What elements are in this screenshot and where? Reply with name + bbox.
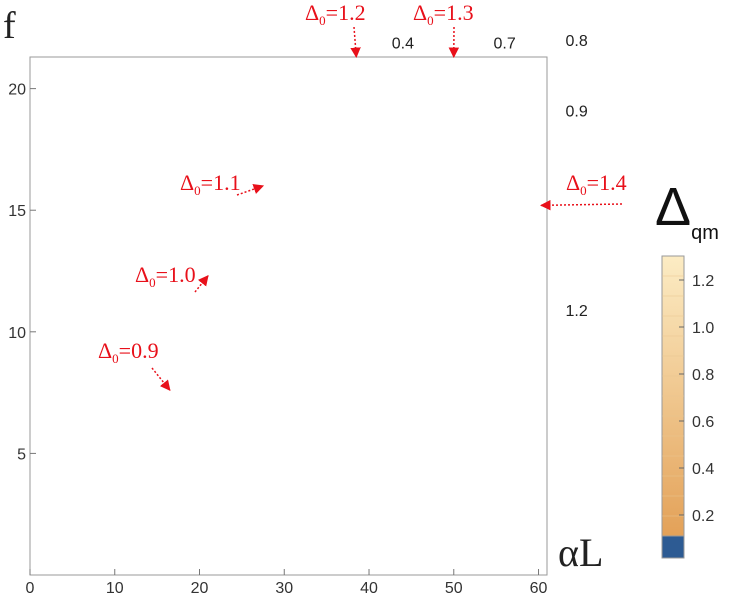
- contour-level-label: 0.7: [493, 35, 515, 52]
- delta0-label: Δ0=1.3: [413, 0, 474, 28]
- y-axis-label: f: [3, 5, 16, 47]
- colorbar-tick-label: 1.2: [692, 273, 714, 290]
- x-tick-label: 30: [275, 580, 293, 597]
- annotations: 0.4 0.7 0.8 0.9 1.2 Δ0=1.2 Δ0=1.3 Δ0=1.1 Δ0=1.4 Δ…: [98, 0, 627, 391]
- x-axis-label: αL: [558, 530, 603, 575]
- contour-level-label: 0.8: [566, 33, 588, 50]
- y-tick-label: 10: [8, 325, 26, 342]
- colorbar-tick-label: 0.6: [692, 414, 714, 431]
- delta0-label: Δ0=0.9: [98, 338, 159, 366]
- x-tick-label: 40: [360, 580, 378, 597]
- colorbar: 1.2 1.0 0.8 0.6 0.4 0.2 Δqm: [655, 177, 719, 559]
- contour-level-label: 1.2: [566, 303, 588, 320]
- delta0-arrow: [151, 367, 171, 391]
- x-tick-label: 60: [530, 580, 548, 597]
- delta0-arrow: [350, 26, 361, 59]
- colorbar-tick-label: 1.0: [692, 320, 714, 337]
- x-tick-label: 20: [191, 580, 209, 597]
- colorbar-tick-label: 0.8: [692, 367, 714, 384]
- colorbar-title: Δqm: [655, 177, 719, 244]
- contour-level-label: 0.4: [392, 35, 414, 52]
- x-tick-label: 0: [26, 580, 35, 597]
- delta0-label: Δ0=1.2: [305, 0, 366, 28]
- delta0-arrow: [194, 275, 209, 293]
- delta0-label: Δ0=1.1: [180, 170, 241, 198]
- x-tick-label: 10: [106, 580, 124, 597]
- y-tick-label: 15: [8, 203, 26, 220]
- delta0-arrow: [236, 184, 265, 196]
- colorbar-under-swatch: [661, 535, 685, 559]
- delta0-label: Δ0=1.4: [566, 170, 627, 198]
- colorbar-tick-label: 0.4: [692, 461, 714, 478]
- axes: 0 10 20 30 40 50 60 5 10 15 20 f αL: [3, 5, 603, 597]
- delta0-label: Δ0=1.0: [135, 262, 196, 290]
- contour-level-label: 0.9: [566, 104, 588, 121]
- plot-frame: [29, 56, 548, 576]
- y-tick-label: 20: [8, 82, 26, 99]
- x-tick-label: 50: [445, 580, 463, 597]
- colorbar-tick-label: 0.2: [692, 508, 714, 525]
- delta0-arrow: [540, 199, 623, 211]
- y-tick-label: 5: [17, 446, 26, 463]
